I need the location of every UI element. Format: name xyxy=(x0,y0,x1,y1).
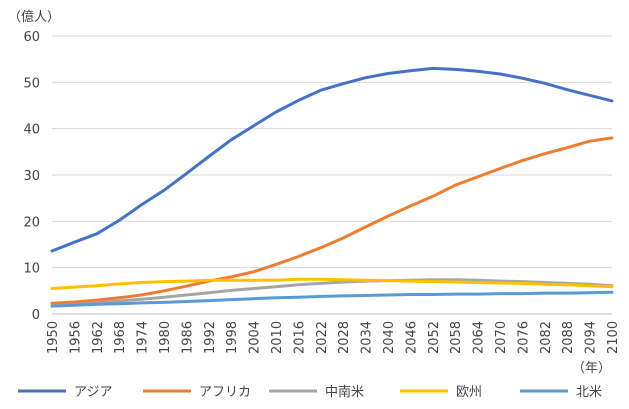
y-tick-label: 60 xyxy=(23,30,40,45)
x-tick-label: 1992 xyxy=(203,321,218,354)
x-tick-label: 2010 xyxy=(270,321,285,354)
x-tick-label: 2028 xyxy=(337,321,352,354)
x-tick-label: 2040 xyxy=(382,321,397,354)
x-tick-label: 2004 xyxy=(248,321,263,354)
x-tick-label: 1980 xyxy=(158,321,173,354)
y-tick-label: 50 xyxy=(23,76,40,91)
legend-label: 中南米 xyxy=(325,384,364,400)
x-tick-label: 2082 xyxy=(539,321,554,354)
legend-label: 欧州 xyxy=(456,385,482,400)
series-line-2 xyxy=(50,136,614,305)
x-tick-label: 2046 xyxy=(404,321,419,354)
x-tick-label: 2052 xyxy=(427,321,442,354)
axes: 0 10 20 30 40 50 60 1950 1956 1962 1968 1974 1980 198… xyxy=(23,30,621,354)
grid xyxy=(52,35,612,269)
x-tick-label: 1968 xyxy=(113,321,128,354)
x-tick-label: 1986 xyxy=(180,321,195,354)
x-tick-label: 2022 xyxy=(315,321,330,354)
series-line-4 xyxy=(50,277,614,290)
x-tick-label: 2034 xyxy=(360,321,375,354)
x-tick-label: 2094 xyxy=(584,321,599,354)
x-tick-label: 2076 xyxy=(516,321,531,354)
x-tick-label: 1962 xyxy=(91,321,106,354)
x-tick-label: 1956 xyxy=(68,321,83,354)
x-tick-label: 1974 xyxy=(136,321,151,354)
y-tick-label: 40 xyxy=(23,123,40,138)
x-tick-label: 1998 xyxy=(225,321,240,354)
legend: アジア アフリカ 中南米 欧州 北米 xyxy=(18,384,602,400)
x-tick-label: 1950 xyxy=(46,321,61,354)
legend-label: 北米 xyxy=(576,385,602,400)
series-line-3 xyxy=(50,278,614,308)
series-line-1 xyxy=(50,66,614,253)
legend-label: アフリカ xyxy=(199,385,251,400)
x-tick-label: 2088 xyxy=(561,321,576,354)
y-tick-label: 30 xyxy=(23,169,40,184)
x-tick-label: 2064 xyxy=(472,321,487,354)
y-axis-unit-label: （億人） xyxy=(8,9,60,25)
y-tick-label: 20 xyxy=(23,215,40,230)
series-line-5 xyxy=(50,290,614,308)
x-axis-unit-label: （年） xyxy=(572,361,611,376)
x-tick-label: 2100 xyxy=(606,321,621,354)
x-tick-label: 2016 xyxy=(292,321,307,354)
y-tick-label: 0 xyxy=(32,308,40,323)
series-lines xyxy=(50,66,614,308)
x-tick-label: 2070 xyxy=(494,321,509,354)
y-tick-label: 10 xyxy=(23,262,40,277)
x-tick-label: 2058 xyxy=(449,321,464,354)
legend-label: アジア xyxy=(74,385,112,400)
